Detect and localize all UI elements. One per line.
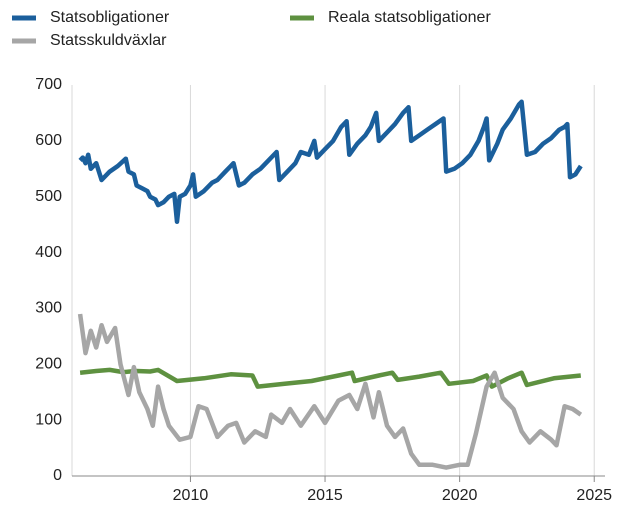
legend-label: Reala statsobligationer xyxy=(328,9,491,26)
y-tick-label: 500 xyxy=(35,188,62,205)
x-tick-label: 2020 xyxy=(442,487,478,504)
series-line xyxy=(79,367,582,389)
y-tick-label: 300 xyxy=(35,300,62,317)
x-tick-label: 2015 xyxy=(307,487,343,504)
y-tick-label: 0 xyxy=(53,467,62,484)
legend-label: Statsobligationer xyxy=(50,9,170,26)
y-tick-label: 100 xyxy=(35,411,62,428)
x-tick-label: 2025 xyxy=(576,487,612,504)
y-tick-label: 600 xyxy=(35,132,62,149)
series-line xyxy=(77,313,583,470)
x-tick-label: 2010 xyxy=(173,487,209,504)
legend-label: Statsskuldväxlar xyxy=(50,32,167,49)
y-tick-label: 200 xyxy=(35,356,62,373)
y-tick-label: 700 xyxy=(35,76,62,93)
series-line xyxy=(78,99,583,225)
y-tick-label: 400 xyxy=(35,244,62,261)
